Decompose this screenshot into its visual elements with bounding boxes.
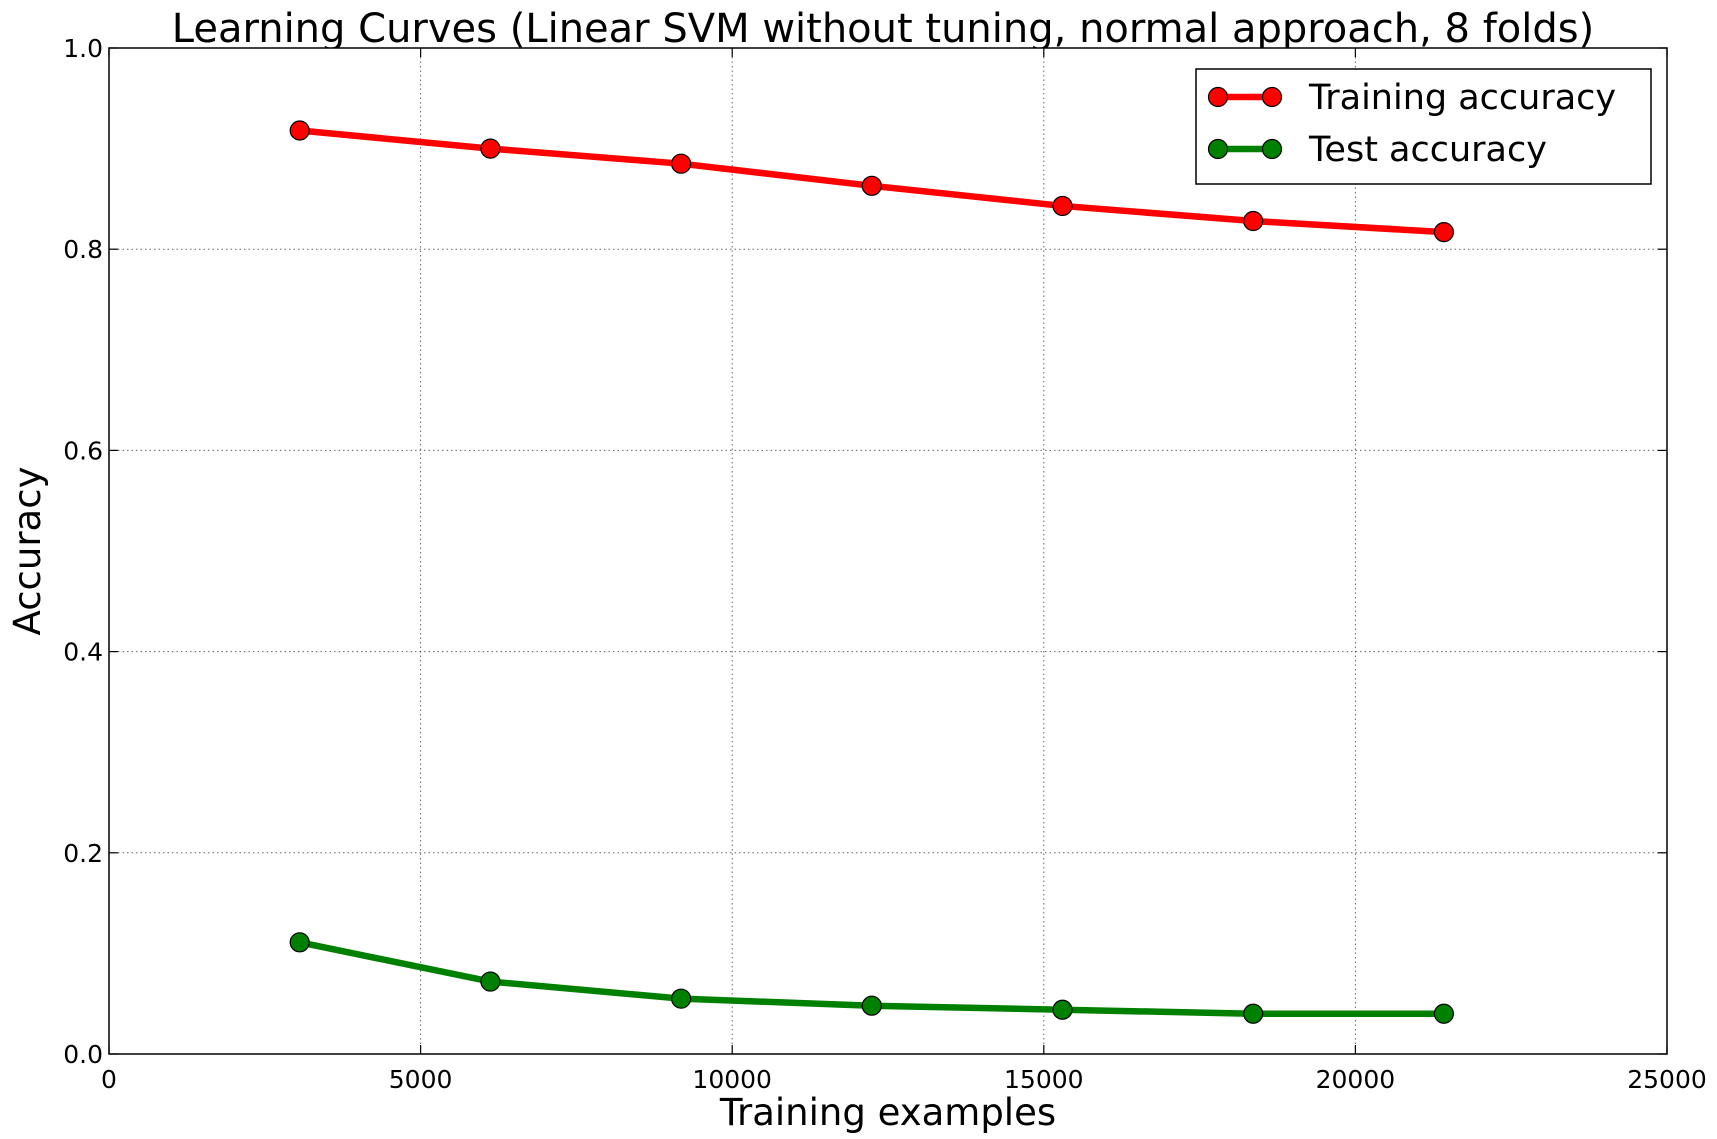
y-tick-label: 0.2 xyxy=(63,839,103,868)
data-point-test-accuracy xyxy=(1052,999,1073,1020)
series-test-accuracy xyxy=(289,932,1454,1024)
data-point-test-accuracy xyxy=(670,988,692,1009)
legend-marker xyxy=(1207,86,1229,108)
series-training-accuracy xyxy=(289,120,1454,243)
x-tick-label: 25000 xyxy=(1627,1065,1707,1094)
chart-title: Learning Curves (Linear SVM without tuni… xyxy=(172,6,1594,52)
y-axis-title: Accuracy xyxy=(6,467,49,636)
data-point-training-accuracy xyxy=(289,120,310,141)
data-point-test-accuracy xyxy=(480,971,501,992)
legend: Training accuracy Test accuracy xyxy=(1195,68,1652,185)
y-tick-label: 0.6 xyxy=(63,436,103,465)
data-point-training-accuracy xyxy=(1433,221,1454,243)
data-point-training-accuracy xyxy=(670,153,692,174)
data-point-test-accuracy xyxy=(861,995,882,1016)
data-point-training-accuracy xyxy=(1052,195,1073,217)
series-layer xyxy=(289,120,1454,1024)
data-point-test-accuracy xyxy=(1243,1003,1264,1024)
plot-area xyxy=(109,48,1667,1054)
y-tick-label: 0.0 xyxy=(63,1040,103,1069)
legend-marker xyxy=(1261,86,1283,108)
x-tick-label: 20000 xyxy=(1316,1065,1396,1094)
x-tick-label: 15000 xyxy=(1004,1065,1084,1094)
y-axis-ticks: 0.0 0.2 0.4 0.6 0.8 1.0 xyxy=(63,34,1667,1069)
x-tick-label: 5000 xyxy=(389,1065,453,1094)
x-tick-label: 0 xyxy=(101,1065,117,1094)
data-point-test-accuracy xyxy=(1433,1003,1454,1024)
data-point-training-accuracy xyxy=(861,175,882,196)
data-point-test-accuracy xyxy=(289,932,310,953)
data-point-training-accuracy xyxy=(480,138,501,159)
legend-label-training-accuracy: Training accuracy xyxy=(1308,78,1616,118)
y-tick-label: 0.4 xyxy=(63,638,103,667)
y-tick-label: 1.0 xyxy=(63,34,103,63)
grid-lines xyxy=(109,48,1667,1054)
legend-marker xyxy=(1261,138,1283,160)
x-axis-ticks: 0 5000 10000 15000 20000 25000 xyxy=(101,48,1707,1094)
data-point-training-accuracy xyxy=(1243,210,1264,232)
legend-label-test-accuracy: Test accuracy xyxy=(1308,130,1547,170)
legend-marker xyxy=(1207,138,1229,160)
x-axis-title: Training examples xyxy=(719,1091,1056,1134)
y-tick-label: 0.8 xyxy=(63,235,103,264)
plot-frame xyxy=(108,47,1668,1055)
x-tick-label: 10000 xyxy=(692,1065,772,1094)
